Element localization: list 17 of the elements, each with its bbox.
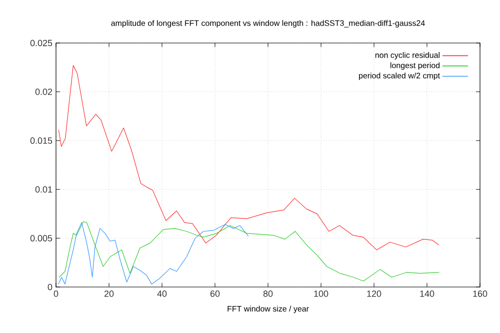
x-tick-label: 60 — [210, 290, 220, 297]
y-tick-label: 0.015 — [30, 137, 52, 144]
x-tick-label: 20 — [104, 290, 114, 297]
x-tick-label: 80 — [263, 290, 273, 297]
line-series — [58, 221, 440, 282]
x-tick-label: 120 — [367, 290, 382, 297]
x-tick-label: 0 — [54, 290, 58, 297]
y-tick-label: 0 — [48, 284, 52, 290]
line-series — [58, 222, 249, 284]
x-tick-label: 140 — [420, 290, 434, 297]
x-tick-label: 100 — [314, 290, 328, 297]
x-tick-label: 40 — [157, 290, 167, 297]
x-tick-label: 160 — [473, 290, 488, 297]
y-tick-label: 0.025 — [30, 40, 52, 46]
y-tick-label: 0.01 — [35, 186, 52, 193]
y-tick-label: 0.02 — [35, 88, 52, 95]
y-tick-label: 0.005 — [30, 235, 52, 242]
